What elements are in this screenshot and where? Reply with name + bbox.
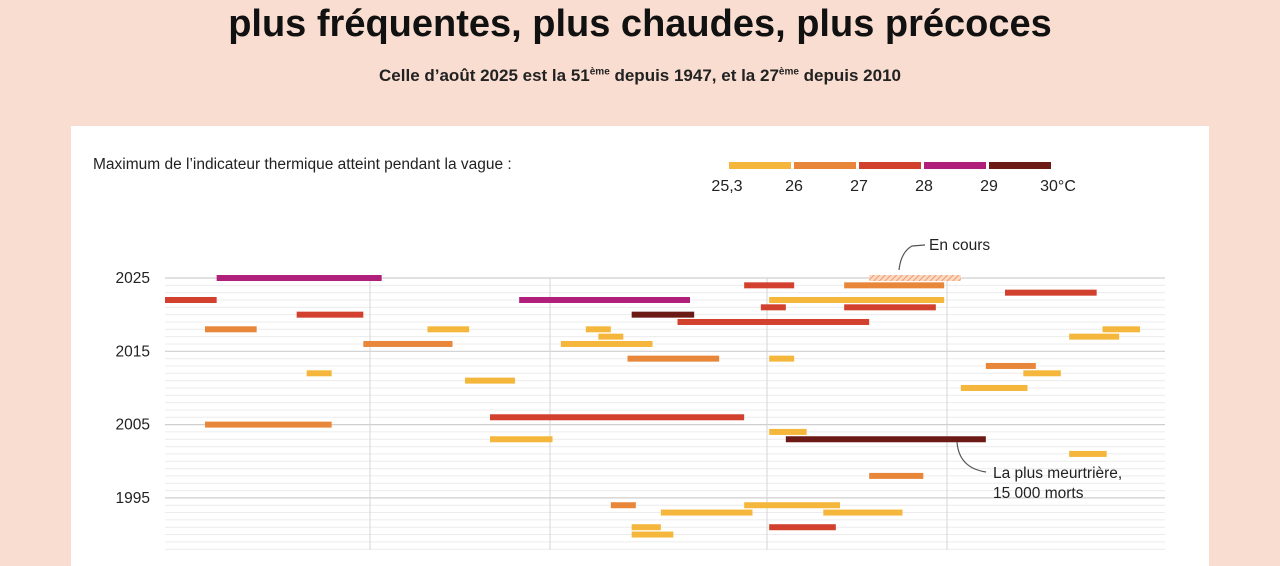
heatwave-bar-2013 bbox=[985, 362, 1036, 369]
annotation-meurtriere-line2: 15 000 morts bbox=[993, 485, 1084, 502]
heatwave-bar-2016 bbox=[560, 340, 653, 347]
legend-label-0: 25,3 bbox=[711, 178, 743, 195]
y-tick-label: 2025 bbox=[116, 270, 150, 287]
y-tick-label: 2015 bbox=[116, 343, 150, 360]
heatwave-bar-1994 bbox=[744, 502, 840, 509]
heatwave-bar-1994 bbox=[610, 502, 636, 509]
subtitle-part-a: Celle d’août 2025 est la 51 bbox=[379, 66, 590, 85]
heatwave-bar-2021 bbox=[760, 304, 786, 311]
page-title: plus fréquentes, plus chaudes, plus préc… bbox=[228, 3, 1052, 45]
subtitle-part-b: depuis 1947, et la 27 bbox=[609, 66, 779, 85]
heatwave-bar-2005 bbox=[205, 421, 332, 428]
heatwave-bar-2012 bbox=[1023, 370, 1061, 377]
heatwave-bar-2001 bbox=[1069, 450, 1107, 457]
y-tick-label: 2005 bbox=[116, 417, 150, 434]
legend-label-2: 27 bbox=[850, 178, 868, 195]
heatwave-bar-2019 bbox=[677, 318, 870, 325]
heatwave-bar-2004 bbox=[769, 428, 807, 435]
subtitle-part-c: depuis 2010 bbox=[798, 66, 901, 85]
heatwave-bar-1993 bbox=[660, 509, 753, 516]
legend-swatch-4 bbox=[989, 162, 1051, 169]
legend-label-4: 29 bbox=[980, 178, 998, 195]
annotation-en-cours: En cours bbox=[929, 237, 991, 254]
heatwave-bar-2014 bbox=[769, 355, 795, 362]
y-tick-label: 1995 bbox=[116, 490, 150, 507]
subtitle: Celle d’août 2025 est la 51ème depuis 19… bbox=[0, 66, 1280, 86]
heatwave-bar-2011 bbox=[465, 377, 515, 384]
heatwave-bar-2018 bbox=[427, 326, 470, 333]
legend-swatch-3 bbox=[924, 162, 986, 169]
heatwave-timeline-chart: 2025 2015 2005 1995 bbox=[116, 244, 1165, 550]
annotation-meurtriere-line1: La plus meurtrière, bbox=[993, 465, 1123, 482]
heatwave-bar-1991 bbox=[769, 524, 836, 531]
heatwave-bar-2018 bbox=[1102, 326, 1140, 333]
heatwave-bar-2023 bbox=[1005, 289, 1097, 296]
heatwave-bar-2021 bbox=[844, 304, 936, 311]
heatwave-bar-2018 bbox=[585, 326, 611, 333]
legend-label-1: 26 bbox=[785, 178, 803, 195]
heatwave-bar-1998 bbox=[869, 472, 924, 479]
legend-title: Maximum de l’indicateur thermique attein… bbox=[93, 156, 512, 173]
annotation-en-cours-leader bbox=[898, 244, 926, 271]
heatwave-bar-1993 bbox=[823, 509, 903, 516]
heatwave-bar-2018 bbox=[205, 326, 257, 333]
heatwave-bar-2006 bbox=[490, 414, 745, 421]
heatwave-bar-2017 bbox=[1069, 333, 1120, 340]
heatwave-bar-2017 bbox=[598, 333, 624, 340]
heatwave-bar-2012 bbox=[306, 370, 332, 377]
heatwave-bar-2022 bbox=[165, 296, 217, 303]
heatwave-bar-2014 bbox=[627, 355, 720, 362]
subtitle-sup-2: ème bbox=[778, 66, 799, 78]
legend-swatch-1 bbox=[794, 162, 856, 169]
subtitle-sup-1: ème bbox=[589, 66, 610, 78]
heatwave-bar-2010 bbox=[960, 384, 1028, 391]
heatwave-bar-2022 bbox=[769, 296, 945, 303]
legend-swatch-0 bbox=[729, 162, 791, 169]
heatwave-bar-2025 bbox=[869, 275, 961, 281]
annotation-meurtriere-leader bbox=[956, 441, 987, 473]
legend-swatch-2 bbox=[859, 162, 921, 169]
heatwave-bar-2025 bbox=[216, 275, 382, 281]
heatwave-bar-2016 bbox=[363, 340, 453, 347]
heatwave-bar-1991 bbox=[631, 524, 661, 531]
heatwave-bar-1990 bbox=[631, 531, 674, 538]
legend-label-5: 30°C bbox=[1040, 178, 1076, 195]
legend-label-3: 28 bbox=[915, 178, 933, 195]
heatwave-bar-2022 bbox=[519, 296, 690, 303]
heatwave-bar-2024 bbox=[844, 282, 945, 289]
heatwave-bar-2003 bbox=[785, 436, 986, 443]
heatwave-bar-2020 bbox=[296, 311, 364, 318]
heatwave-bar-2003 bbox=[490, 436, 553, 443]
heatwave-bar-2020 bbox=[631, 311, 695, 318]
heatwave-bar-2024 bbox=[744, 282, 795, 289]
